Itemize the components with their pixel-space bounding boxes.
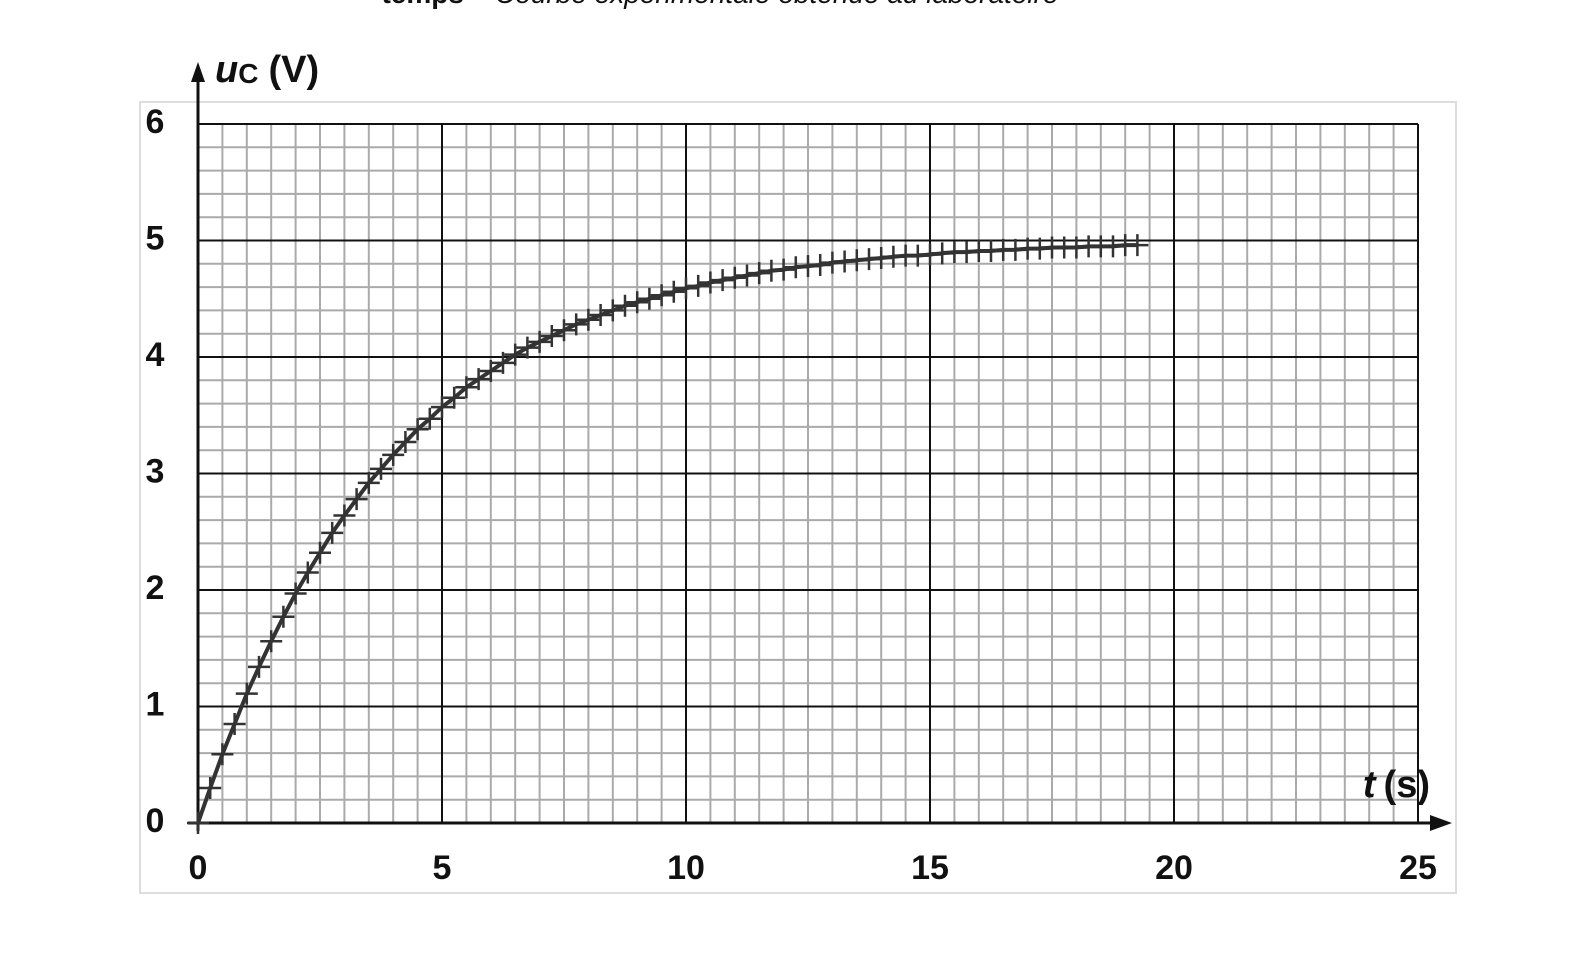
data-point [687,274,710,297]
x-tick-label: 0 [189,849,208,887]
x-tick-label: 25 [1399,849,1437,887]
data-point [565,313,588,336]
data-point [333,504,356,527]
data-point [723,266,746,289]
data-point [772,258,795,281]
data-point [357,471,380,494]
data-point [711,269,734,292]
data-point [467,368,490,391]
y-tick-label: 4 [146,336,165,374]
data-point [284,582,307,605]
title-bold: temps [381,0,463,9]
data-point [626,291,649,314]
data-point [662,280,685,303]
data-point [516,336,539,359]
marks [187,234,1149,834]
data-point [272,605,295,628]
data-point [187,812,209,834]
data-point [540,325,563,348]
y-tick-label: 3 [146,452,165,490]
data-point [699,271,722,294]
data-point [370,457,392,480]
y-tick-label: 5 [146,219,165,257]
frame [139,101,1457,894]
y-tick-label: 6 [146,103,165,141]
data-point [675,277,697,300]
data-point [455,376,478,399]
y-tick-label: 2 [146,569,165,607]
x-tick-label: 15 [911,849,949,887]
data-point [418,407,441,430]
data-point [431,396,453,419]
title-rest: – Courbe expérimentale obtenue au labora… [471,0,1059,9]
x-unit: (s) [1384,764,1430,806]
data-point [296,561,319,584]
y-axis-label: uC (V) [215,49,319,91]
data-point [382,443,405,466]
y-subscript: C [238,58,258,89]
data-point [601,299,624,322]
data-point [345,488,368,511]
data-point [504,343,527,366]
data-point [1126,234,1149,257]
data-point [479,359,502,382]
data-point [394,431,417,454]
data-point [309,541,331,564]
data-point [528,330,551,353]
y-tick-label: 1 [146,685,165,723]
data-point [650,284,673,307]
data-point [248,655,270,678]
chart-title: temps – Courbe expérimentale obtenue au … [381,0,1058,9]
data-point [260,630,283,653]
data-point [638,287,661,310]
data-point [577,308,600,331]
data-point [223,712,246,735]
x-tick-label: 5 [433,849,452,887]
data-point [235,682,258,705]
x-axis-label: t (s) [1363,764,1430,806]
data-point [492,351,514,374]
data-point [199,777,222,800]
data-point [406,418,429,441]
data-point [748,262,771,285]
data-point [443,386,466,409]
data-point [589,304,612,327]
grid: 0 5 10 15 20 25 0 1 2 3 4 5 6 [146,62,1452,887]
data-point [736,264,758,287]
data-point [809,253,832,276]
y-symbol: u [215,49,238,91]
data-point [553,319,575,342]
x-tick-label: 10 [667,849,705,887]
x-symbol: t [1363,764,1377,806]
x-arrow [1430,815,1452,831]
y-arrow [191,62,205,82]
y-tick-label: 0 [146,802,165,840]
y-unit: (V) [268,49,319,91]
data-point [614,294,636,317]
data-point [211,743,234,766]
x-tick-label: 20 [1155,849,1193,887]
data-point [321,521,344,544]
